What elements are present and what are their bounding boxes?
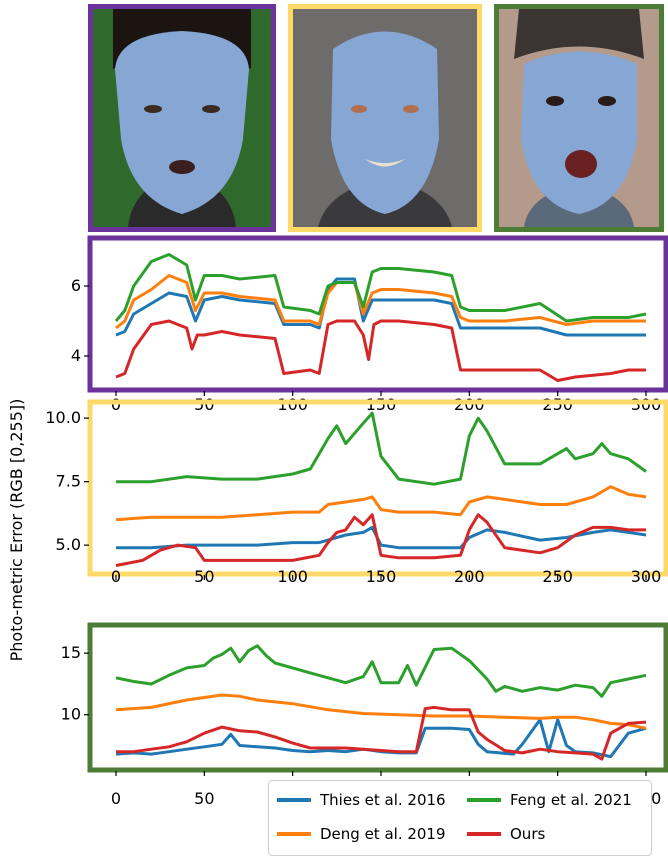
x-tick-label: 0 <box>111 789 121 808</box>
chart-panel-green: 1015050100150200250300 <box>61 622 668 808</box>
y-tick-label: 5.0 <box>56 535 81 554</box>
y-tick-label: 7.5 <box>56 472 81 491</box>
series-line-ours <box>116 705 647 761</box>
y-tick-label: 15 <box>61 643 81 662</box>
x-tick-label: 150 <box>366 567 397 586</box>
series-line-ours <box>115 513 646 567</box>
chart-frame <box>87 622 668 773</box>
legend-swatch <box>467 797 501 802</box>
y-tick-label: 10 <box>61 705 81 724</box>
series-line-deng-et-al-2019 <box>115 485 647 522</box>
x-tick-label: 0 <box>111 567 121 586</box>
face-photo-1 <box>88 4 276 232</box>
face-photo-3 <box>494 4 664 232</box>
series-line-feng-et-al-2021 <box>114 253 647 323</box>
series-line-deng-et-al-2019 <box>115 693 647 730</box>
legend-swatch <box>277 797 311 802</box>
x-tick-label: 50 <box>194 789 214 808</box>
legend-label: Deng et al. 2019 <box>320 825 446 843</box>
chart-frame <box>87 235 668 393</box>
y-axis-label: Photo-metric Error (RGB [0,255]) <box>7 399 26 662</box>
legend-item-deng: Deng et al. 2019 <box>277 825 446 843</box>
legend-swatch <box>467 831 501 836</box>
x-tick-label: 200 <box>454 567 485 586</box>
series-line-feng-et-al-2021 <box>116 411 647 486</box>
series-line-feng-et-al-2021 <box>115 644 647 698</box>
legend: Thies et al. 2016 Feng et al. 2021 Deng … <box>268 780 652 856</box>
series-line-thies-et-al-2016 <box>115 277 646 337</box>
face-photo-2 <box>288 4 482 232</box>
x-tick-label: 300 <box>631 567 662 586</box>
legend-label: Ours <box>510 825 546 843</box>
legend-item-thies: Thies et al. 2016 <box>277 791 446 809</box>
legend-label: Feng et al. 2021 <box>510 791 632 809</box>
legend-item-ours: Ours <box>467 825 545 843</box>
y-tick-label: 6 <box>71 276 81 295</box>
y-tick-label: 4 <box>71 346 81 365</box>
series-line-ours <box>115 319 646 382</box>
chart-frame <box>87 399 668 577</box>
y-tick-label: 10.0 <box>45 408 81 427</box>
chart-panel-purple: 460 50 100 150 200 250 300 <box>71 235 668 414</box>
x-tick-label: 50 <box>194 567 214 586</box>
legend-swatch <box>277 831 311 836</box>
legend-item-feng: Feng et al. 2021 <box>467 791 632 809</box>
x-tick-label: 250 <box>542 567 573 586</box>
chart-panel-yellow: 5.0 7.5 10.0 0 50 100 150 200 250 300 <box>45 399 668 586</box>
x-tick-label: 100 <box>277 567 308 586</box>
series-line-thies-et-al-2016 <box>116 525 647 550</box>
legend-label: Thies et al. 2016 <box>320 791 446 809</box>
